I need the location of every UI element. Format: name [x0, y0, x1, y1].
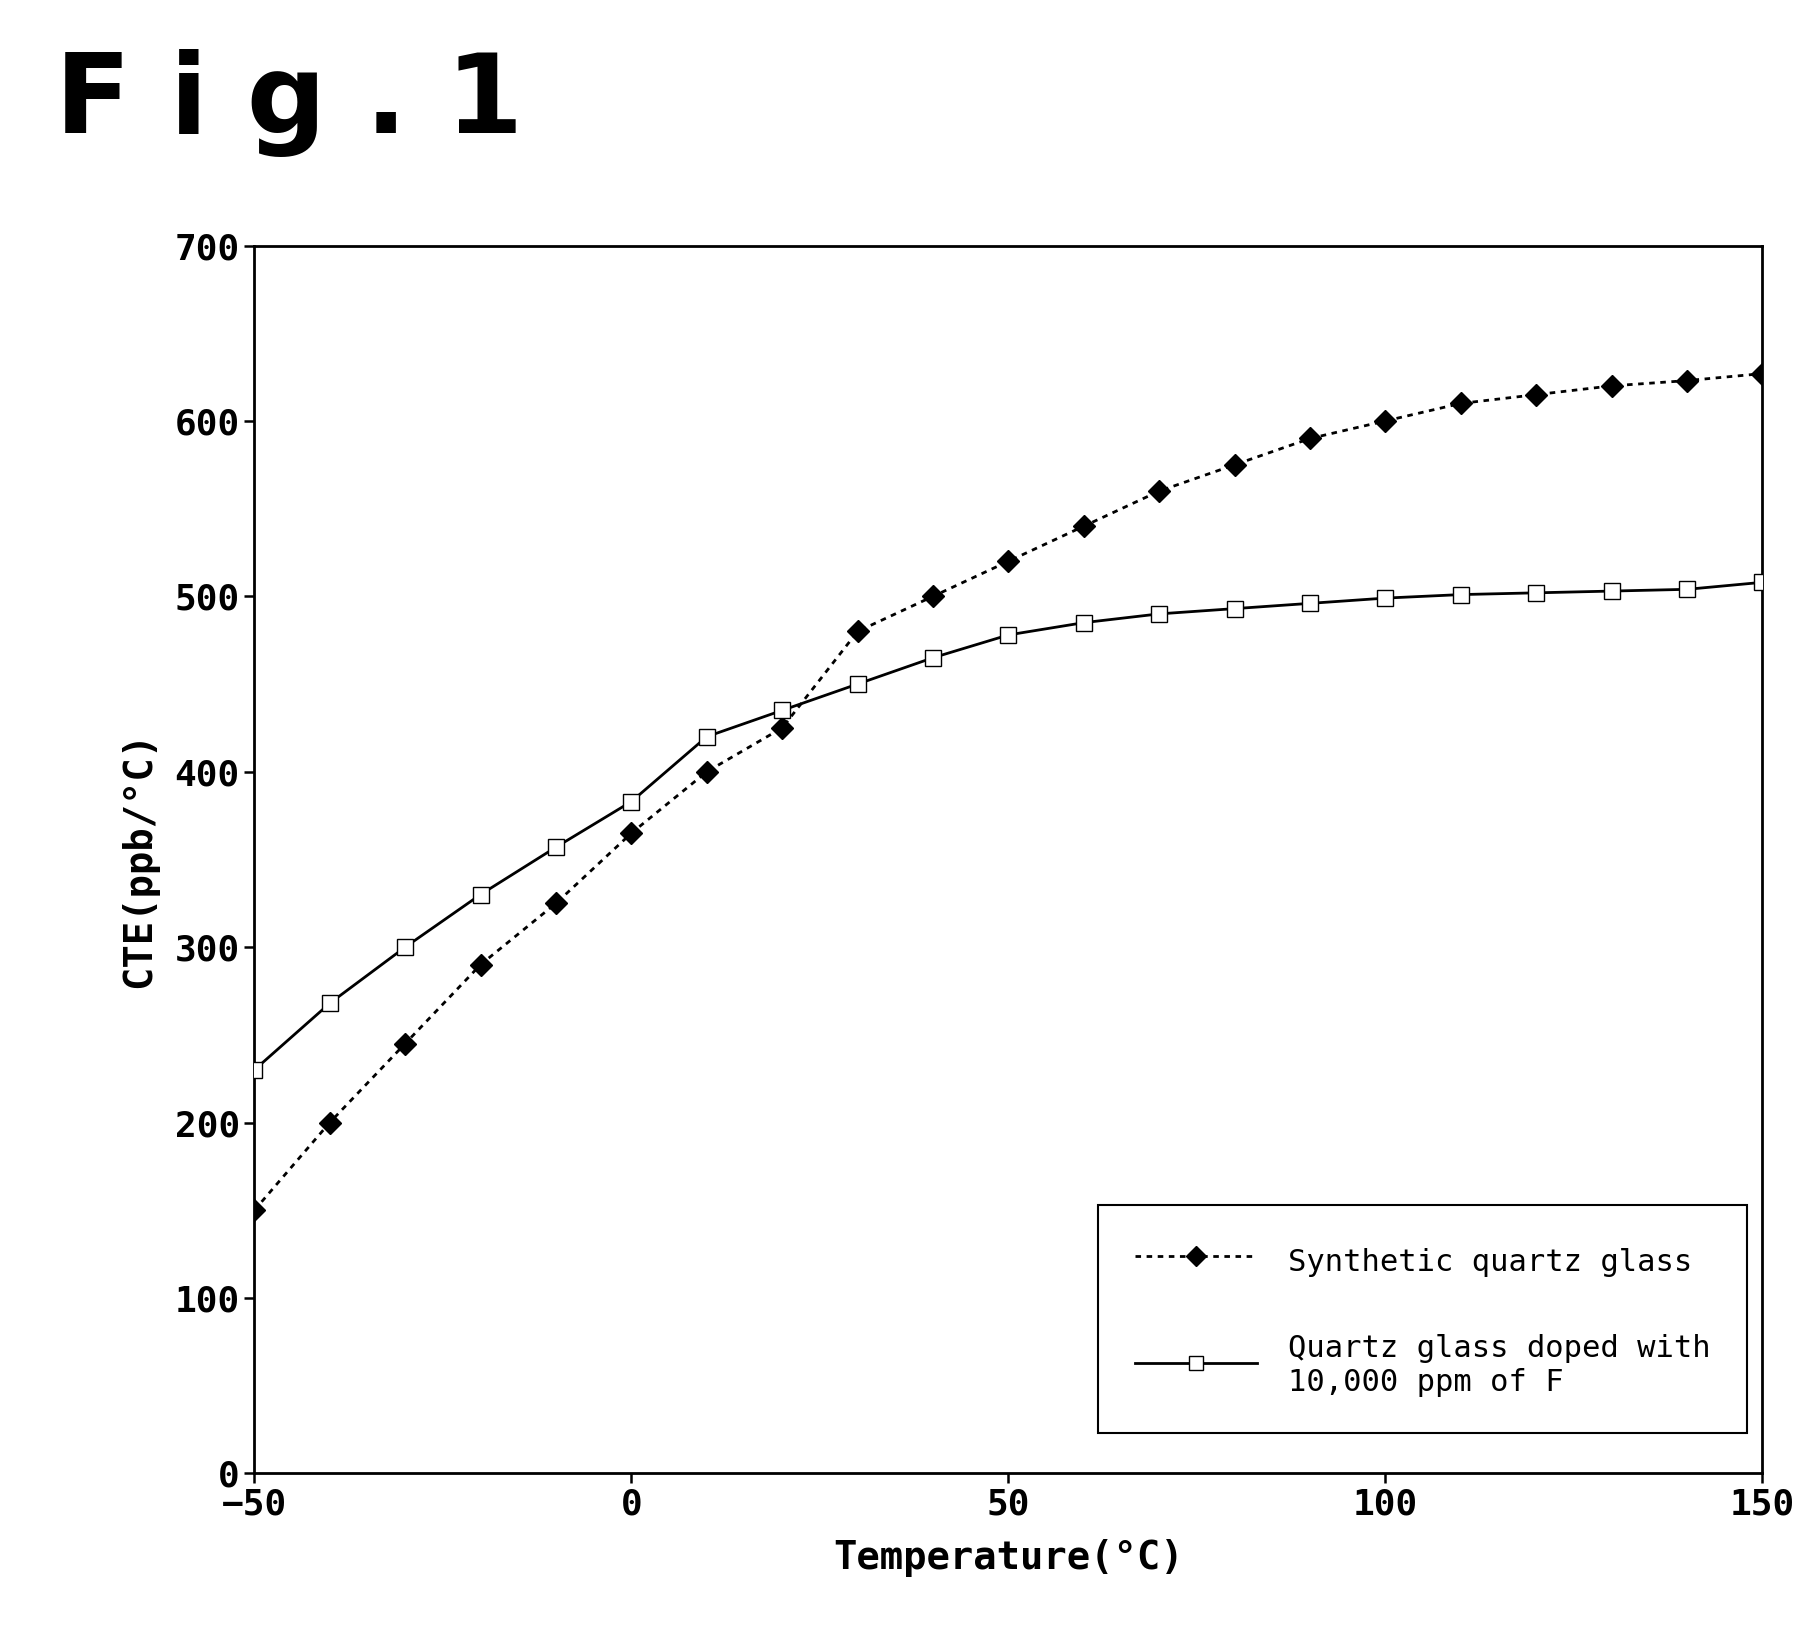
X-axis label: Temperature(°C): Temperature(°C) [834, 1539, 1183, 1576]
Text: F i g . 1: F i g . 1 [55, 49, 523, 157]
Y-axis label: CTE(ppb/°C): CTE(ppb/°C) [120, 730, 158, 989]
Legend: Synthetic quartz glass, Quartz glass doped with
10,000 ppm of F: Synthetic quartz glass, Quartz glass dop… [1099, 1205, 1748, 1434]
